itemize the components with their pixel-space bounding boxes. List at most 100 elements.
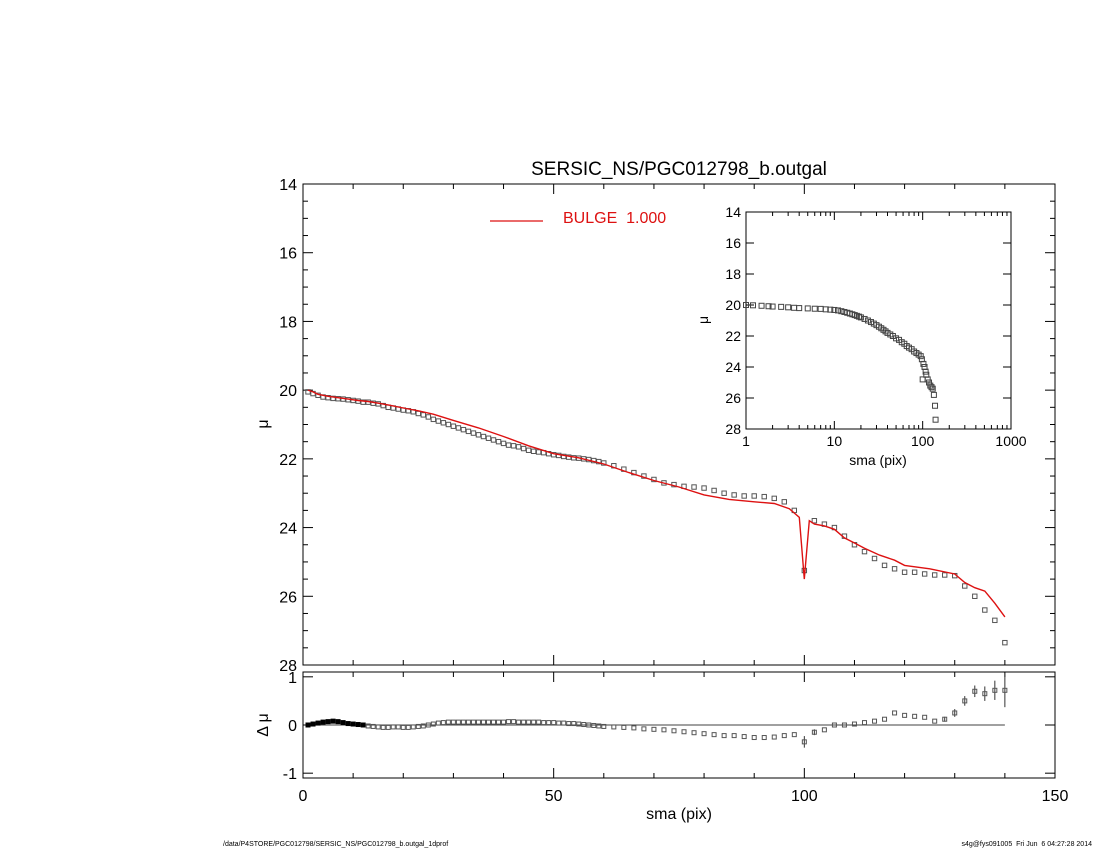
data-point bbox=[460, 426, 467, 433]
data-point bbox=[495, 438, 502, 445]
data-point bbox=[465, 428, 472, 435]
residual-point bbox=[546, 720, 552, 726]
residual-point bbox=[501, 719, 507, 725]
residual-point bbox=[420, 723, 426, 729]
residual-point bbox=[611, 724, 617, 730]
residual-point bbox=[581, 722, 587, 728]
data-point bbox=[415, 410, 422, 417]
residual-point bbox=[1002, 687, 1008, 693]
residual-point bbox=[405, 724, 411, 730]
residual-point bbox=[741, 734, 747, 740]
residual-point bbox=[315, 720, 321, 726]
residual-data-points bbox=[305, 673, 1008, 748]
residual-point bbox=[551, 720, 557, 726]
residual-point bbox=[571, 721, 577, 727]
inset-plot-frame bbox=[745, 211, 1012, 430]
data-point bbox=[490, 437, 497, 443]
residual-point bbox=[480, 719, 486, 725]
residual-point bbox=[470, 719, 476, 725]
data-point bbox=[440, 420, 447, 426]
residual-y-tick-label: 0 bbox=[288, 718, 297, 735]
residual-point bbox=[305, 722, 311, 728]
residual-point bbox=[355, 722, 361, 728]
residual-point bbox=[952, 710, 958, 716]
data-point bbox=[881, 562, 888, 569]
data-point bbox=[761, 493, 767, 500]
data-point bbox=[811, 518, 818, 524]
residual-point bbox=[566, 721, 572, 727]
main-y-tick-label: 20 bbox=[279, 383, 297, 400]
residual-point bbox=[385, 724, 391, 730]
residual-point bbox=[781, 733, 787, 739]
residual-point bbox=[851, 721, 857, 727]
residual-point bbox=[922, 714, 928, 720]
residual-point bbox=[320, 719, 326, 725]
residual-point bbox=[701, 731, 707, 737]
main-y-tick-label: 26 bbox=[279, 589, 297, 606]
data-point bbox=[942, 572, 948, 578]
inset-data-point bbox=[932, 402, 939, 409]
inset-x-tick-label: 1 bbox=[742, 433, 750, 449]
residual-point bbox=[892, 710, 898, 716]
data-point bbox=[992, 617, 998, 624]
residual-point bbox=[475, 719, 481, 725]
data-point bbox=[305, 389, 311, 395]
residual-point bbox=[932, 718, 938, 724]
data-point bbox=[505, 442, 512, 448]
residual-x-tick-label: 100 bbox=[791, 788, 818, 805]
residual-point bbox=[882, 716, 888, 722]
inset-y-tick-label: 24 bbox=[725, 359, 741, 375]
residual-point bbox=[335, 719, 341, 725]
data-point bbox=[921, 571, 928, 577]
residual-point bbox=[821, 727, 827, 733]
residual-point bbox=[526, 719, 532, 725]
data-point bbox=[972, 593, 978, 599]
chart-title: SERSIC_NS/PGC012798_b.outgal bbox=[531, 159, 827, 180]
residual-x-axis: 0 50 100 150 bbox=[299, 672, 1068, 805]
residual-point bbox=[556, 720, 562, 726]
data-point bbox=[525, 447, 532, 453]
data-point bbox=[962, 583, 968, 589]
residual-point bbox=[992, 687, 998, 693]
data-point bbox=[450, 423, 457, 429]
data-point bbox=[1002, 639, 1008, 646]
main-y-axis: 14 16 18 20 22 24 26 28 bbox=[279, 177, 1055, 675]
footer-user-timestamp: s4g@fys091005 Fri Jun 6 04:27:28 2014 bbox=[961, 841, 1092, 848]
inset-data-point bbox=[749, 302, 756, 309]
residual-point bbox=[325, 719, 331, 725]
residual-point bbox=[791, 732, 797, 738]
inset-data-point bbox=[785, 304, 792, 311]
residual-point bbox=[601, 723, 607, 729]
data-point bbox=[515, 444, 522, 450]
inset-data-point bbox=[922, 368, 929, 375]
residual-y-tick-label: -1 bbox=[283, 766, 297, 783]
residual-x-tick-label: 50 bbox=[545, 788, 563, 805]
data-point bbox=[475, 432, 482, 438]
residual-point bbox=[511, 719, 517, 725]
data-point bbox=[751, 493, 757, 499]
residual-point bbox=[681, 729, 687, 735]
residual-point bbox=[591, 722, 597, 728]
data-point bbox=[701, 485, 707, 491]
inset-y-tick-label: 18 bbox=[725, 266, 741, 282]
residual-point bbox=[506, 719, 512, 725]
residual-point bbox=[455, 719, 461, 725]
data-point bbox=[530, 448, 537, 454]
data-point bbox=[901, 569, 908, 575]
data-point bbox=[891, 566, 898, 572]
residual-point bbox=[430, 721, 436, 727]
data-point bbox=[420, 412, 427, 418]
residual-point bbox=[586, 722, 592, 728]
residual-x-axis-label: sma (pix) bbox=[646, 806, 712, 823]
inset-data-point bbox=[917, 353, 924, 360]
residual-point bbox=[861, 720, 867, 726]
data-point bbox=[445, 421, 452, 428]
residual-point bbox=[460, 719, 466, 725]
inset-data-point bbox=[861, 315, 868, 322]
main-y-tick-label: 18 bbox=[279, 314, 297, 331]
main-x-axis bbox=[302, 184, 1056, 665]
residual-point bbox=[801, 739, 807, 745]
residual-point bbox=[465, 719, 471, 725]
residual-point bbox=[435, 720, 441, 726]
